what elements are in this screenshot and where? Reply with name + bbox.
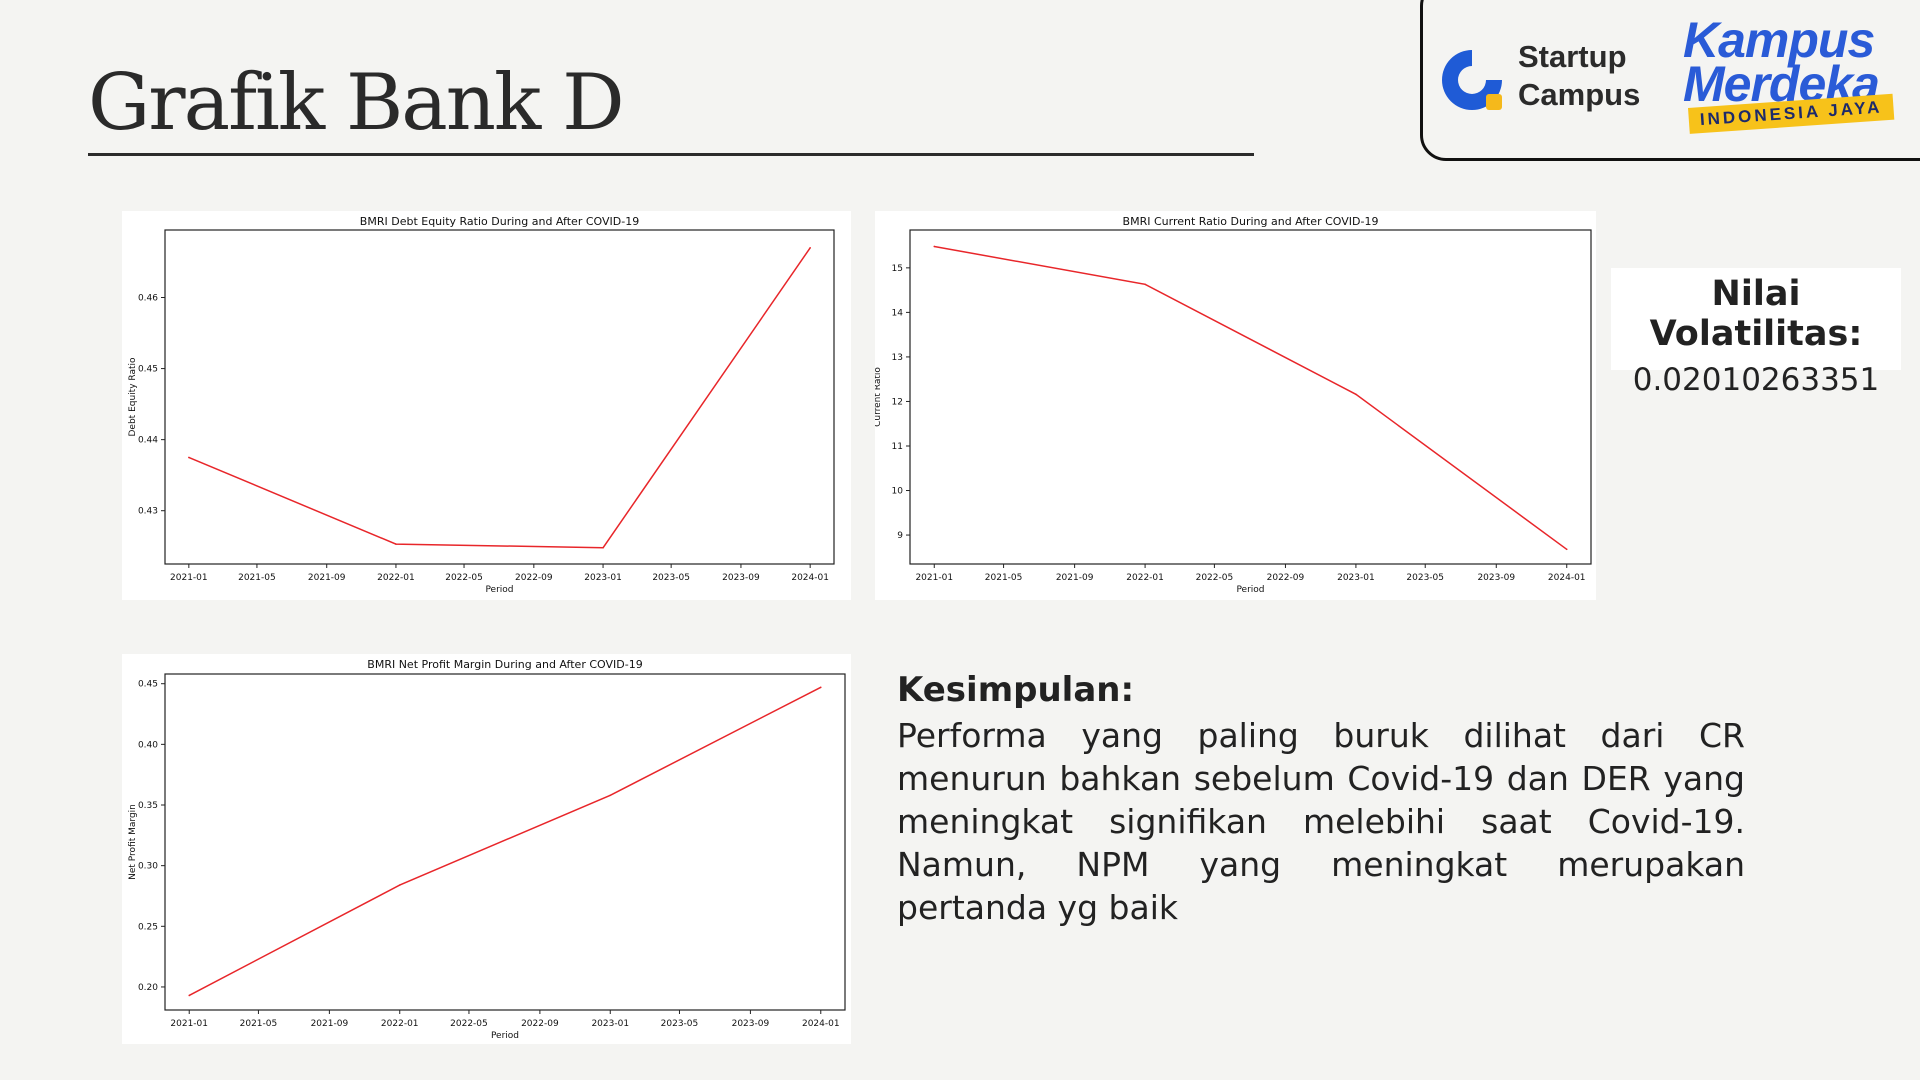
- x-tick-label: 2023-09: [1477, 573, 1515, 583]
- chart-npm: BMRI Net Profit Margin During and After …: [128, 658, 846, 1041]
- chart-der: BMRI Debt Equity Ratio During and After …: [128, 215, 835, 595]
- data-point: [809, 246, 811, 249]
- data-point: [609, 794, 612, 797]
- chart-cr-card: BMRI Current Ratio During and After COVI…: [875, 211, 1596, 600]
- y-tick-label: 0.20: [138, 983, 158, 993]
- y-tick-label: 14: [892, 308, 904, 318]
- y-tick-label: 0.45: [138, 365, 158, 375]
- y-tick-label: 0.43: [138, 507, 158, 517]
- x-axis-label: Period: [491, 1031, 519, 1041]
- x-tick-label: 2022-01: [377, 573, 415, 583]
- conclusion-text: Performa yang paling buruk dilihat dari …: [897, 716, 1745, 927]
- startup-campus-logo-icon: [1442, 50, 1502, 110]
- chart-title: BMRI Debt Equity Ratio During and After …: [360, 215, 639, 228]
- x-tick-label: 2021-09: [1056, 573, 1094, 583]
- series-line: [934, 245, 1568, 550]
- y-tick-label: 0.25: [138, 922, 158, 932]
- x-tick-label: 2023-05: [1406, 573, 1444, 583]
- x-axis-label: Period: [1236, 585, 1264, 595]
- volatility-box: Nilai Volatilitas: 0.02010263351: [1611, 268, 1901, 398]
- data-point: [188, 994, 191, 997]
- chart-title: BMRI Current Ratio During and After COVI…: [1123, 215, 1379, 228]
- x-tick-label: 2023-05: [661, 1019, 699, 1029]
- x-tick-label: 2023-09: [732, 1019, 770, 1029]
- data-point: [602, 546, 604, 549]
- startup-campus-wordmark: Startup Campus: [1518, 39, 1641, 112]
- y-tick-label: 0.30: [138, 862, 158, 872]
- x-tick-label: 2023-01: [584, 573, 622, 583]
- data-point: [188, 456, 190, 459]
- y-tick-label: 15: [892, 264, 903, 274]
- plot-frame: [164, 673, 846, 1011]
- x-tick-label: 2021-01: [170, 573, 208, 583]
- x-tick-label: 2022-05: [450, 1019, 488, 1029]
- logo-panel: [1420, 0, 1920, 161]
- y-tick-label: 9: [897, 531, 903, 541]
- x-tick-label: 2021-09: [311, 1019, 349, 1029]
- series-line: [188, 247, 811, 549]
- y-tick-label: 13: [892, 353, 903, 363]
- x-tick-label: 2021-01: [170, 1019, 208, 1029]
- x-tick-label: 2022-09: [1267, 573, 1305, 583]
- y-tick-label: 0.45: [138, 680, 158, 690]
- data-point: [395, 543, 397, 545]
- x-tick-label: 2024-01: [791, 573, 829, 583]
- x-tick-label: 2022-09: [515, 573, 553, 583]
- x-tick-label: 2023-01: [591, 1019, 629, 1029]
- conclusion-label: Kesimpulan:: [897, 670, 1135, 710]
- page-title: Grafik Bank D: [88, 58, 625, 148]
- volatility-label: Nilai Volatilitas:: [1649, 274, 1863, 354]
- y-tick-label: 11: [892, 442, 903, 452]
- x-tick-label: 2022-05: [445, 573, 483, 583]
- data-point: [398, 884, 401, 886]
- x-axis-label: Period: [485, 585, 513, 595]
- x-tick-label: 2024-01: [802, 1019, 840, 1029]
- chart-cr: BMRI Current Ratio During and After COVI…: [875, 215, 1592, 595]
- chart-der-card: BMRI Debt Equity Ratio During and After …: [122, 211, 851, 600]
- y-tick-label: 0.35: [138, 801, 158, 811]
- title-underline: [88, 153, 1254, 156]
- data-point: [933, 245, 936, 248]
- y-tick-label: 12: [892, 397, 903, 407]
- x-tick-label: 2021-05: [238, 573, 276, 583]
- conclusion-block: Kesimpulan: Performa yang paling buruk d…: [897, 670, 1747, 929]
- x-tick-label: 2022-05: [1196, 573, 1234, 583]
- x-tick-label: 2022-09: [521, 1019, 559, 1029]
- x-tick-label: 2021-01: [915, 573, 953, 583]
- y-axis-label: Net Profit Margin: [128, 804, 138, 880]
- data-point: [1565, 548, 1568, 551]
- plot-frame: [164, 229, 835, 565]
- x-tick-label: 2021-09: [308, 573, 346, 583]
- x-tick-label: 2023-05: [652, 573, 690, 583]
- x-tick-label: 2022-01: [381, 1019, 419, 1029]
- chart-npm-card: BMRI Net Profit Margin During and After …: [122, 654, 851, 1044]
- y-tick-label: 0.40: [138, 740, 158, 750]
- volatility-value: 0.02010263351: [1632, 362, 1880, 398]
- plot-frame: [909, 229, 1592, 565]
- y-axis-label: Debt Equity Ratio: [128, 357, 138, 436]
- y-tick-label: 0.46: [138, 294, 158, 304]
- x-tick-label: 2022-01: [1126, 573, 1164, 583]
- x-tick-label: 2023-01: [1337, 573, 1375, 583]
- x-tick-label: 2021-05: [240, 1019, 278, 1029]
- x-tick-label: 2023-09: [722, 573, 760, 583]
- x-tick-label: 2024-01: [1548, 573, 1586, 583]
- y-axis-label: Current Ratio: [875, 367, 883, 427]
- data-point: [819, 686, 822, 689]
- y-tick-label: 10: [892, 487, 904, 497]
- kampus-merdeka-wordmark: Kampus Merdeka: [1683, 12, 1880, 112]
- x-tick-label: 2021-05: [985, 573, 1023, 583]
- series-line: [188, 686, 822, 997]
- data-point: [1355, 393, 1357, 396]
- data-point: [1144, 283, 1146, 286]
- chart-title: BMRI Net Profit Margin During and After …: [367, 658, 642, 671]
- y-tick-label: 0.44: [138, 436, 158, 446]
